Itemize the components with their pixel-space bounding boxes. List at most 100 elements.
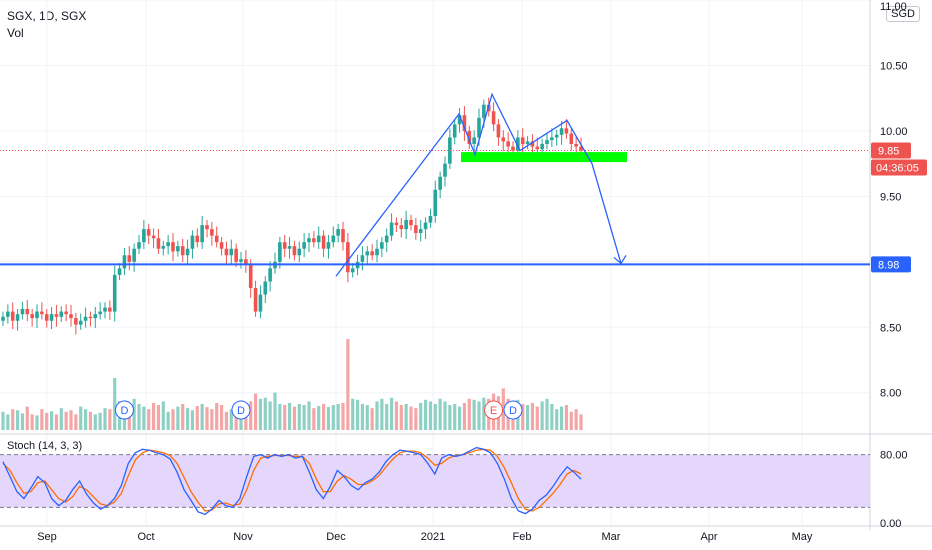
candle-body (15, 314, 20, 321)
volume-bar (346, 339, 350, 430)
volume-bar (564, 405, 569, 430)
candle-body (146, 229, 151, 236)
candle-body (244, 259, 248, 265)
volume-bar (83, 409, 88, 430)
candle-body (462, 115, 467, 131)
volume-bar (579, 414, 583, 430)
candle-body (64, 311, 68, 315)
candle-body (108, 307, 112, 312)
candle-body (399, 225, 404, 230)
candle-body (409, 219, 413, 226)
candle-body (200, 225, 204, 243)
volume-bar (195, 406, 199, 430)
candle-body (365, 251, 370, 256)
candle-body (185, 248, 190, 256)
candle-body (117, 268, 122, 275)
time-axis-tick: Sep (37, 531, 57, 543)
volume-bar (477, 401, 481, 430)
volume-bar (535, 406, 539, 430)
candle-body (127, 255, 132, 262)
candle-body (40, 311, 44, 315)
candle-body (54, 314, 59, 317)
volume-bar (331, 405, 335, 430)
candle-body (30, 314, 34, 319)
candle-body (496, 124, 501, 138)
volume-bar (205, 407, 209, 430)
volume-bar (137, 404, 141, 430)
candle-body (253, 288, 258, 312)
candle-body (389, 222, 394, 236)
candle-body (258, 294, 263, 312)
volume-bar (438, 398, 442, 430)
volume-bar (181, 404, 185, 430)
candle-body (219, 242, 224, 249)
volume-bar (482, 397, 486, 430)
currency-button[interactable]: SGD (886, 6, 920, 22)
volume-bar (433, 404, 437, 430)
time-axis-tick: 2021 (421, 531, 445, 543)
volume-bar (54, 414, 59, 430)
candle-body (161, 246, 166, 249)
volume-bar (365, 405, 369, 430)
marker-label: D (237, 405, 245, 417)
volume-bar (307, 401, 311, 430)
candle-body (35, 311, 39, 319)
countdown-tag (871, 159, 927, 176)
volume-bar (6, 414, 10, 430)
time-axis-tick: May (792, 531, 813, 543)
volume-bar (428, 401, 433, 430)
candle-body (282, 242, 287, 249)
volume-bar (103, 408, 107, 430)
candle-body (132, 248, 136, 262)
candle-body (195, 235, 200, 243)
candle-body (564, 128, 569, 134)
candle-body (384, 235, 389, 243)
volume-bar (467, 398, 471, 430)
volume-bar (156, 405, 161, 430)
volume-bar (462, 402, 467, 430)
candle-body (433, 189, 438, 216)
volume-bar (472, 399, 476, 430)
volume-bar (1, 411, 5, 430)
volume-bar (190, 410, 195, 430)
candle-body (452, 124, 457, 138)
stoch-axis-tick: 0.00 (880, 518, 901, 530)
candle-body (336, 229, 340, 236)
volume-bar (166, 411, 170, 430)
candle-body (307, 238, 311, 243)
marker-label: D (120, 405, 128, 417)
volume-bar (326, 407, 331, 430)
candle-body (49, 314, 54, 321)
candle-body (1, 316, 5, 321)
volume-bar (448, 405, 452, 430)
volume-bar (394, 401, 399, 430)
candle-body (142, 229, 146, 243)
candle-body (554, 134, 559, 138)
volume-bar (249, 401, 253, 430)
dividend-marker (503, 400, 523, 420)
candle-body (545, 140, 549, 144)
volume-bar (443, 401, 447, 430)
volume-bar (108, 409, 112, 430)
candle-body (176, 246, 180, 252)
last-price-label: 9.85 (878, 146, 899, 158)
volume-bar (555, 409, 559, 430)
volume-bar (525, 405, 530, 430)
volume-bar (351, 398, 355, 430)
candle-body (448, 137, 452, 164)
candle-body (491, 111, 496, 125)
candle-body (229, 248, 234, 256)
candle-body (394, 222, 399, 226)
time-axis-tick: Apr (700, 531, 717, 543)
candle-body (180, 246, 185, 256)
volume-bar (210, 409, 214, 430)
volume-bar (414, 408, 418, 430)
volume-bar (419, 402, 423, 430)
candle-body (477, 117, 481, 138)
candle-body (214, 235, 219, 243)
price-axis-tick: 10.50 (880, 60, 908, 72)
candle-body (535, 146, 540, 150)
candle-body (316, 235, 321, 243)
last-price-tag (871, 142, 911, 159)
